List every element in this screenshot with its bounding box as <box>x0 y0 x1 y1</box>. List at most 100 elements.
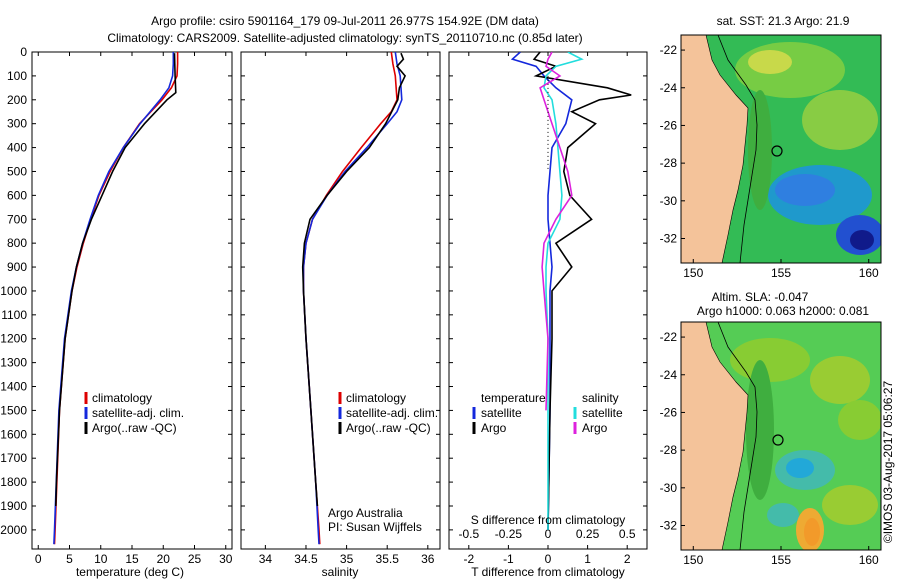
sst-map <box>681 35 881 263</box>
depth-tick-label: 1900 <box>0 499 27 513</box>
figure-title-line2: Climatology: CARS2009. Satellite-adjuste… <box>107 31 582 45</box>
temperature-legend: climatology satellite-adj. clim. Argo(..… <box>84 391 184 435</box>
sla-map-title-line2: Argo h1000: 0.063 h2000: 0.081 <box>697 304 869 318</box>
x-tick-label: 0 <box>545 552 552 566</box>
depth-tick-label: 1100 <box>1 308 27 322</box>
x-tick-label: -2 <box>463 552 474 566</box>
x-tick-label: 30 <box>219 552 233 566</box>
map-y-tick-label: -30 <box>660 194 678 208</box>
legend-label-sal-satellite: satellite <box>582 406 623 420</box>
figure-title-line1: Argo profile: csiro 5901164_179 09-Jul-2… <box>151 14 539 28</box>
series-line-salinity-satellite <box>543 52 584 530</box>
map-y-tick-label: -24 <box>660 81 678 95</box>
x-tick-label: 34.5 <box>294 552 318 566</box>
axes-layer: 0100200300400500600700800900100011001200… <box>0 45 647 566</box>
top-x-tick-label: 0 <box>545 527 552 541</box>
map-y-tick-label: -32 <box>660 519 678 533</box>
top-x-tick-label: -0.25 <box>495 527 523 541</box>
legend-label-climatology: climatology <box>346 391 406 405</box>
depth-tick-label: 600 <box>7 188 27 202</box>
x-tick-label: 34 <box>259 552 273 566</box>
legend-label-temp-argo: Argo <box>481 421 507 435</box>
series-line-climatology <box>302 52 398 545</box>
legend-label-satellite: satellite-adj. clim. <box>346 406 438 420</box>
series-layer <box>53 52 632 545</box>
map-y-tick-label: -30 <box>660 481 678 495</box>
map-x-tick-label: 150 <box>683 266 703 280</box>
x-tick-label: 36 <box>421 552 435 566</box>
sst-land <box>681 35 749 263</box>
sst-shelf-contour <box>717 35 758 263</box>
top-x-tick-label: 0.5 <box>619 527 636 541</box>
x-tick-label: 20 <box>157 552 171 566</box>
series-line-argo-raw-qc <box>301 52 407 507</box>
sst-map-title: sat. SST: 21.3 Argo: 21.9 <box>717 14 850 28</box>
difference-top-x-label: S difference from climatology <box>471 513 626 527</box>
depth-tick-label: 700 <box>7 212 27 226</box>
x-tick-label: 25 <box>188 552 202 566</box>
depth-tick-label: 1500 <box>0 403 27 417</box>
salinity-legend: climatology satellite-adj. clim. Argo(..… <box>338 391 438 435</box>
depth-tick-label: 300 <box>7 117 27 131</box>
map-y-tick-label: -22 <box>660 43 678 57</box>
map-y-tick-label: -26 <box>660 405 678 419</box>
map-x-tick-label: 160 <box>859 553 879 567</box>
temperature-x-label: temperature (deg C) <box>76 565 184 579</box>
depth-tick-label: 100 <box>7 69 27 83</box>
series-line-temperature-argo <box>532 52 632 530</box>
salinity-x-label: salinity <box>322 565 359 579</box>
depth-tick-label: 200 <box>7 93 27 107</box>
salinity-panel-frame <box>240 51 441 550</box>
map-x-tick-label: 160 <box>859 266 879 280</box>
sla-map-title-line1: Altim. SLA: -0.047 <box>712 290 809 304</box>
series-line-salinity-argo <box>539 52 573 411</box>
series-line-satellite-adj-clim <box>53 52 175 545</box>
map-y-tick-label: -24 <box>660 368 678 382</box>
difference-x-label: T difference from climatology <box>471 565 625 579</box>
depth-tick-label: 1200 <box>0 332 27 346</box>
depth-tick-label: 900 <box>7 260 27 274</box>
x-tick-label: -1 <box>503 552 514 566</box>
sst-map-ticks: 150 155 160 -22 -24 -26 -28 -30 -32 <box>660 43 879 280</box>
sst-argo-marker <box>771 145 783 157</box>
temperature-panel-frame <box>31 51 233 550</box>
x-tick-label: 35 <box>340 552 354 566</box>
depth-tick-label: 1700 <box>0 451 27 465</box>
depth-tick-label: 2000 <box>0 523 27 537</box>
depth-tick-label: 500 <box>7 164 27 178</box>
map-y-tick-label: -26 <box>660 118 678 132</box>
depth-tick-label: 1300 <box>0 356 27 370</box>
series-line-argo-raw-qc <box>55 53 177 507</box>
map-x-tick-label: 155 <box>771 553 791 567</box>
legend-label-satellite: satellite-adj. clim. <box>92 406 184 420</box>
depth-tick-label: 1800 <box>0 475 27 489</box>
map-y-tick-label: -32 <box>660 232 678 246</box>
legend-label-sal-argo: Argo <box>582 421 608 435</box>
legend-label-temp-satellite: satellite <box>481 406 522 420</box>
x-tick-label: 5 <box>66 552 73 566</box>
depth-tick-label: 0 <box>20 45 27 59</box>
attribution-line2: PI: Susan Wijffels <box>328 520 422 534</box>
x-tick-label: 15 <box>125 552 139 566</box>
x-tick-label: 10 <box>94 552 108 566</box>
sla-argo-marker <box>772 434 784 446</box>
top-x-tick-label: 0.25 <box>576 527 600 541</box>
x-tick-label: 1 <box>584 552 591 566</box>
imos-credit: ©IMOS 03-Aug-2017 05:06:27 <box>881 381 895 544</box>
map-x-tick-label: 155 <box>771 266 791 280</box>
top-x-tick-label: -0.5 <box>458 527 479 541</box>
map-x-tick-label: 150 <box>683 553 703 567</box>
legend-label-argo: Argo(..raw -QC) <box>92 421 177 435</box>
sla-land <box>681 322 749 550</box>
legend-label-climatology: climatology <box>92 391 152 405</box>
legend-header-temperature: temperature <box>481 391 546 405</box>
map-y-tick-label: -22 <box>660 330 678 344</box>
depth-tick-label: 800 <box>7 236 27 250</box>
depth-tick-label: 1400 <box>0 380 27 394</box>
legend-header-salinity: salinity <box>582 391 619 405</box>
series-line-climatology <box>53 52 179 545</box>
sla-shelf-contour <box>717 322 758 550</box>
series-line-temperature-satellite <box>510 52 573 530</box>
x-tick-label: 0 <box>35 552 42 566</box>
